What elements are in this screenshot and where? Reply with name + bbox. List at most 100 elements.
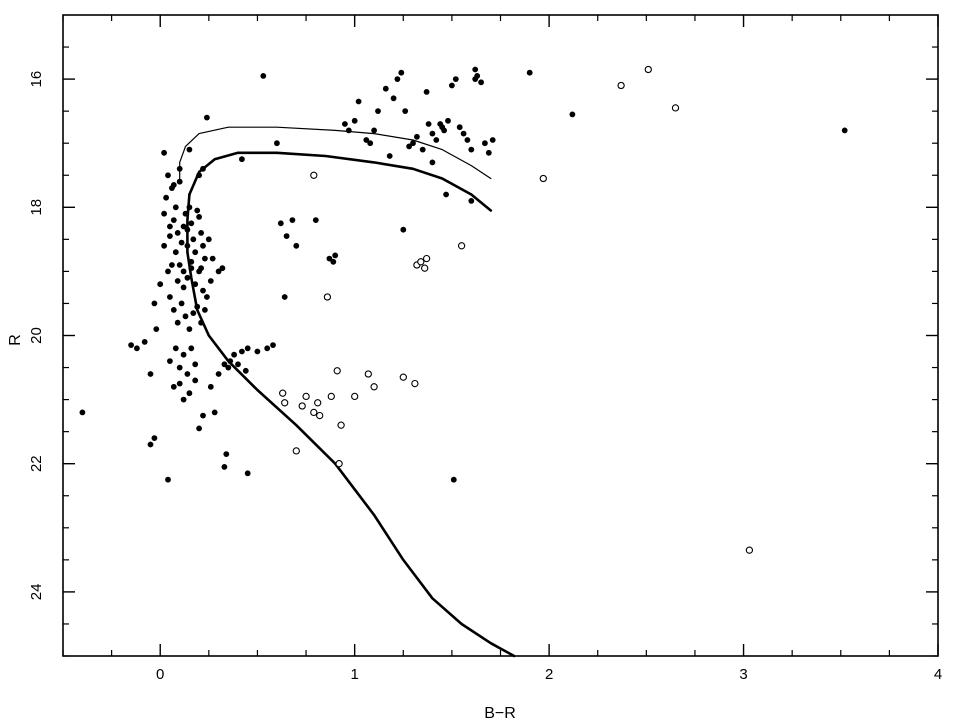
filled-data-point	[178, 239, 185, 246]
filled-data-point	[194, 207, 201, 214]
filled-data-point	[180, 351, 187, 358]
filled-data-point	[207, 383, 214, 390]
filled-data-point	[254, 348, 261, 355]
filled-data-point	[176, 178, 183, 185]
isochrone-curve-3	[186, 193, 516, 658]
open-data-point	[399, 373, 407, 381]
filled-data-point	[345, 127, 352, 134]
filled-data-point	[239, 156, 245, 163]
filled-data-point	[169, 262, 175, 268]
open-data-point	[422, 254, 431, 263]
filled-data-point	[242, 367, 249, 374]
filled-data-point	[180, 396, 187, 403]
open-data-point	[279, 389, 287, 397]
filled-data-point	[215, 268, 222, 275]
filled-data-point	[456, 124, 463, 131]
filled-data-point	[402, 108, 409, 114]
filled-data-point	[190, 236, 197, 243]
open-data-point	[298, 402, 306, 410]
filled-data-point	[165, 172, 171, 179]
filled-data-point	[186, 390, 193, 397]
filled-data-point	[375, 108, 381, 114]
filled-data-point	[188, 258, 195, 265]
filled-data-point	[367, 140, 374, 147]
filled-data-point	[167, 223, 173, 230]
filled-data-point	[186, 326, 193, 332]
filled-data-point	[382, 85, 389, 92]
filled-data-point	[167, 233, 173, 240]
filled-data-point	[231, 351, 238, 358]
filled-data-point	[198, 230, 205, 236]
filled-data-point	[167, 358, 173, 364]
filled-data-point	[244, 470, 251, 477]
filled-data-point	[147, 371, 154, 377]
open-data-point	[644, 65, 652, 74]
filled-data-point	[79, 409, 86, 416]
x-tick-label: 4	[934, 666, 942, 683]
open-data-point	[370, 383, 378, 391]
filled-data-point	[194, 303, 201, 310]
filled-data-point	[390, 95, 397, 102]
open-data-point	[292, 447, 300, 455]
filled-data-point	[450, 476, 457, 483]
filled-data-point	[441, 127, 447, 134]
filled-data-point	[202, 307, 208, 313]
filled-data-point	[264, 345, 271, 352]
filled-data-point	[363, 137, 370, 143]
filled-data-point	[192, 249, 199, 256]
filled-data-point	[274, 140, 280, 147]
filled-data-point	[165, 268, 171, 275]
open-data-point	[333, 367, 341, 375]
filled-data-point	[293, 242, 300, 249]
filled-data-point	[151, 435, 158, 441]
filled-data-point	[190, 310, 197, 316]
filled-data-point	[204, 114, 210, 121]
open-data-point	[417, 258, 425, 266]
filled-data-point	[184, 274, 191, 281]
filled-data-point	[371, 127, 377, 134]
filled-data-point	[192, 281, 199, 288]
plot-frame	[62, 14, 939, 657]
filled-data-point	[170, 383, 177, 390]
filled-data-point	[192, 361, 199, 368]
filled-data-point	[188, 220, 195, 227]
filled-data-point	[172, 249, 179, 256]
open-data-point	[364, 370, 372, 378]
filled-data-point	[326, 255, 333, 262]
filled-data-point	[239, 348, 245, 355]
filled-data-point	[161, 242, 168, 249]
filled-data-point	[161, 149, 168, 156]
filled-data-point	[478, 79, 484, 86]
filled-data-point	[433, 137, 440, 143]
filled-data-point	[134, 345, 140, 352]
filled-data-point	[200, 165, 206, 172]
filled-data-point	[165, 476, 171, 483]
filled-data-point	[182, 313, 189, 320]
filled-data-point	[174, 319, 181, 326]
open-data-point	[411, 379, 419, 388]
filled-data-point	[489, 137, 496, 143]
filled-data-point	[200, 412, 206, 419]
filled-data-point	[223, 451, 230, 457]
filled-data-point	[312, 217, 319, 224]
isochrone-curve-2	[188, 151, 493, 212]
filled-data-point	[186, 204, 193, 211]
filled-data-point	[207, 278, 214, 284]
filled-data-point	[174, 278, 181, 284]
filled-data-point	[394, 76, 401, 82]
open-data-point	[316, 411, 324, 420]
filled-data-point	[351, 117, 358, 124]
filled-data-point	[260, 73, 267, 79]
filled-data-point	[221, 464, 228, 470]
filled-data-point	[419, 146, 426, 153]
filled-data-point	[196, 172, 203, 179]
open-data-point	[671, 104, 680, 112]
filled-data-point	[270, 342, 276, 348]
y-tick-label: 18	[28, 199, 45, 216]
filled-data-point	[141, 339, 148, 345]
y-tick-label: 24	[28, 584, 45, 601]
filled-data-point	[425, 121, 432, 127]
filled-data-point	[184, 371, 191, 377]
filled-data-point	[180, 268, 187, 275]
filled-data-point	[180, 223, 187, 230]
